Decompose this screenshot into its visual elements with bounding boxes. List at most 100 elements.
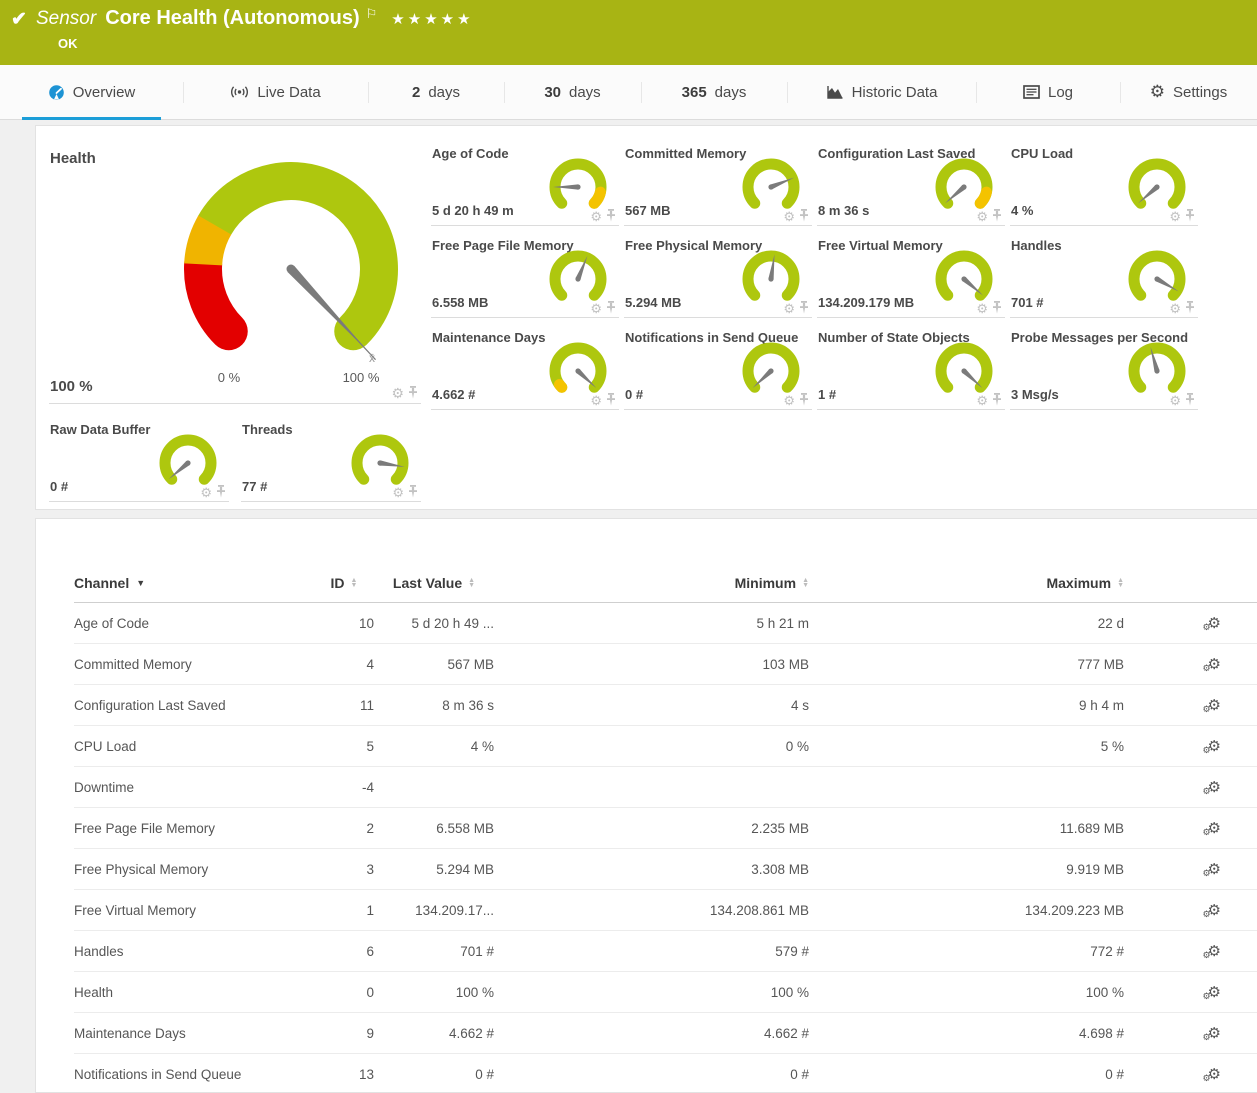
- channel-table-body: Age of Code105 d 20 h 49 ...5 h 21 m22 d…: [74, 603, 1257, 1093]
- tab-30-days[interactable]: 30days: [504, 65, 641, 119]
- gauge-tile-notifications-in-send-queue: Notifications in Send Queue0 #⚙: [624, 324, 812, 410]
- pin-icon[interactable]: [1185, 209, 1195, 222]
- tab-label: days: [428, 84, 460, 101]
- pin-icon[interactable]: [606, 301, 616, 314]
- tab-365-days[interactable]: 365days: [641, 65, 787, 119]
- tab-label: Historic Data: [852, 84, 938, 101]
- pin-icon[interactable]: [799, 209, 809, 222]
- channel-row-committed-memory[interactable]: Committed Memory4567 MB103 MB777 MB⚙⚙: [74, 644, 1257, 685]
- health-gauge-tile: Health 0 % 100 % x̄ 100 % ⚙: [49, 140, 421, 404]
- channel-name: Handles: [74, 944, 314, 959]
- pin-icon[interactable]: [799, 301, 809, 314]
- tab-prefix: 2: [412, 84, 420, 101]
- gear-icon[interactable]: ⚙: [976, 303, 988, 314]
- column-header-channel[interactable]: Channel▼: [74, 575, 145, 591]
- gauge-tile-raw-data-buffer: Raw Data Buffer0 #⚙: [49, 416, 229, 502]
- channel-row-health[interactable]: Health0100 %100 %100 %⚙⚙: [74, 972, 1257, 1013]
- channel-row-maintenance-days[interactable]: Maintenance Days94.662 #4.662 #4.698 #⚙⚙: [74, 1013, 1257, 1054]
- tab-2-days[interactable]: 2 days: [368, 65, 504, 119]
- sensor-header: ✔ Sensor Core Health (Autonomous) ⚐ ★★★★…: [0, 0, 1257, 65]
- column-label: ID: [331, 575, 345, 591]
- channel-row-free-physical-memory[interactable]: Free Physical Memory35.294 MB3.308 MB9.9…: [74, 849, 1257, 890]
- channel-row-free-page-file-memory[interactable]: Free Page File Memory26.558 MB2.235 MB11…: [74, 808, 1257, 849]
- channel-settings-icon[interactable]: ⚙⚙: [1208, 737, 1221, 755]
- gauge-tile-number-of-state-objects: Number of State Objects1 #⚙: [817, 324, 1005, 410]
- gear-icon[interactable]: ⚙: [1169, 303, 1181, 314]
- pin-icon[interactable]: [1185, 301, 1195, 314]
- tab-overview[interactable]: Overview: [0, 65, 183, 119]
- tab-settings[interactable]: ⚙Settings: [1120, 65, 1257, 119]
- column-header-minimum[interactable]: Minimum▲▼: [735, 575, 809, 591]
- tab-live-data[interactable]: Live Data: [183, 65, 368, 119]
- channel-last-value: 0 #: [374, 1067, 494, 1082]
- gear-icon[interactable]: ⚙: [200, 487, 212, 498]
- sort-icon[interactable]: ▲▼: [468, 578, 475, 588]
- channel-row-cpu-load[interactable]: CPU Load54 %0 %5 %⚙⚙: [74, 726, 1257, 767]
- pin-icon[interactable]: [992, 393, 1002, 406]
- channel-row-configuration-last-saved[interactable]: Configuration Last Saved118 m 36 s4 s9 h…: [74, 685, 1257, 726]
- channel-settings-icon[interactable]: ⚙⚙: [1208, 614, 1221, 632]
- channel-row-handles[interactable]: Handles6701 #579 #772 #⚙⚙: [74, 931, 1257, 972]
- tab-historic-data[interactable]: Historic Data: [787, 65, 976, 119]
- gear-icon[interactable]: ⚙: [783, 395, 795, 406]
- channel-name: Maintenance Days: [74, 1026, 314, 1041]
- sort-icon[interactable]: ▲▼: [802, 578, 809, 588]
- channel-row-free-virtual-memory[interactable]: Free Virtual Memory1134.209.17...134.208…: [74, 890, 1257, 931]
- channel-settings-icon[interactable]: ⚙⚙: [1208, 696, 1221, 714]
- pin-icon[interactable]: [992, 209, 1002, 222]
- column-header-id[interactable]: ID ▲▼: [331, 575, 358, 591]
- pin-icon[interactable]: [408, 386, 418, 399]
- channel-row-notifications-in-send-queue[interactable]: Notifications in Send Queue130 #0 #0 #⚙⚙: [74, 1054, 1257, 1093]
- gear-icon[interactable]: ⚙: [976, 211, 988, 222]
- pin-icon[interactable]: [799, 393, 809, 406]
- channel-id: 9: [314, 1026, 374, 1041]
- gear-icon[interactable]: ⚙: [590, 395, 602, 406]
- pin-icon[interactable]: [606, 209, 616, 222]
- pin-icon[interactable]: [216, 485, 226, 498]
- gauge-label: Maintenance Days: [432, 330, 545, 345]
- gear-icon[interactable]: ⚙: [392, 487, 404, 498]
- gear-icon[interactable]: ⚙: [1169, 395, 1181, 406]
- gauge-value: 701 #: [1011, 295, 1044, 310]
- gear-icon[interactable]: ⚙: [590, 211, 602, 222]
- channel-settings-icon[interactable]: ⚙⚙: [1208, 655, 1221, 673]
- priority-stars[interactable]: ★★★★★: [391, 10, 473, 28]
- channel-settings-icon[interactable]: ⚙⚙: [1208, 942, 1221, 960]
- pin-icon[interactable]: [606, 393, 616, 406]
- sort-desc-icon[interactable]: ▼: [136, 578, 145, 588]
- channel-settings-icon[interactable]: ⚙⚙: [1208, 901, 1221, 919]
- channel-settings-icon[interactable]: ⚙⚙: [1208, 819, 1221, 837]
- channel-settings-icon[interactable]: ⚙⚙: [1208, 778, 1221, 796]
- channel-row-age-of-code[interactable]: Age of Code105 d 20 h 49 ...5 h 21 m22 d…: [74, 603, 1257, 644]
- tab-log[interactable]: Log: [976, 65, 1120, 119]
- sort-icon[interactable]: ▲▼: [1117, 578, 1124, 588]
- pin-icon[interactable]: [408, 485, 418, 498]
- sort-icon[interactable]: ▲▼: [351, 578, 358, 588]
- gauge-value: 5 d 20 h 49 m: [432, 203, 514, 218]
- column-header-maximum[interactable]: Maximum▲▼: [1046, 575, 1124, 591]
- gear-icon[interactable]: ⚙: [391, 388, 404, 399]
- channel-settings-icon[interactable]: ⚙⚙: [1208, 1065, 1221, 1083]
- channel-maximum: 134.209.223 MB: [809, 903, 1124, 918]
- gauge-tile-free-page-file-memory: Free Page File Memory6.558 MB⚙: [431, 232, 619, 318]
- gear-icon[interactable]: ⚙: [976, 395, 988, 406]
- gauge-tile-committed-memory: Committed Memory567 MB⚙: [624, 140, 812, 226]
- gear-icon[interactable]: ⚙: [783, 303, 795, 314]
- status-check-icon: ✔: [11, 8, 27, 31]
- priority-flag-icon[interactable]: ⚐: [366, 6, 378, 22]
- gear-icon[interactable]: ⚙: [1169, 211, 1181, 222]
- channel-row-downtime[interactable]: Downtime-4⚙⚙: [74, 767, 1257, 808]
- tab-label: days: [569, 84, 601, 101]
- channel-last-value: 4 %: [374, 739, 494, 754]
- gear-icon[interactable]: ⚙: [590, 303, 602, 314]
- gear-icon[interactable]: ⚙: [783, 211, 795, 222]
- column-header-last-value[interactable]: Last Value▲▼: [393, 575, 475, 591]
- pin-icon[interactable]: [992, 301, 1002, 314]
- pin-icon[interactable]: [1185, 393, 1195, 406]
- channel-id: 0: [314, 985, 374, 1000]
- channel-settings-icon[interactable]: ⚙⚙: [1208, 983, 1221, 1001]
- channel-settings-icon[interactable]: ⚙⚙: [1208, 1024, 1221, 1042]
- channel-table-header: Channel▼ ID ▲▼ Last Value▲▼ Minimum▲▼ Max…: [74, 563, 1257, 603]
- channel-settings-icon[interactable]: ⚙⚙: [1208, 860, 1221, 878]
- gauge-label: Committed Memory: [625, 146, 746, 161]
